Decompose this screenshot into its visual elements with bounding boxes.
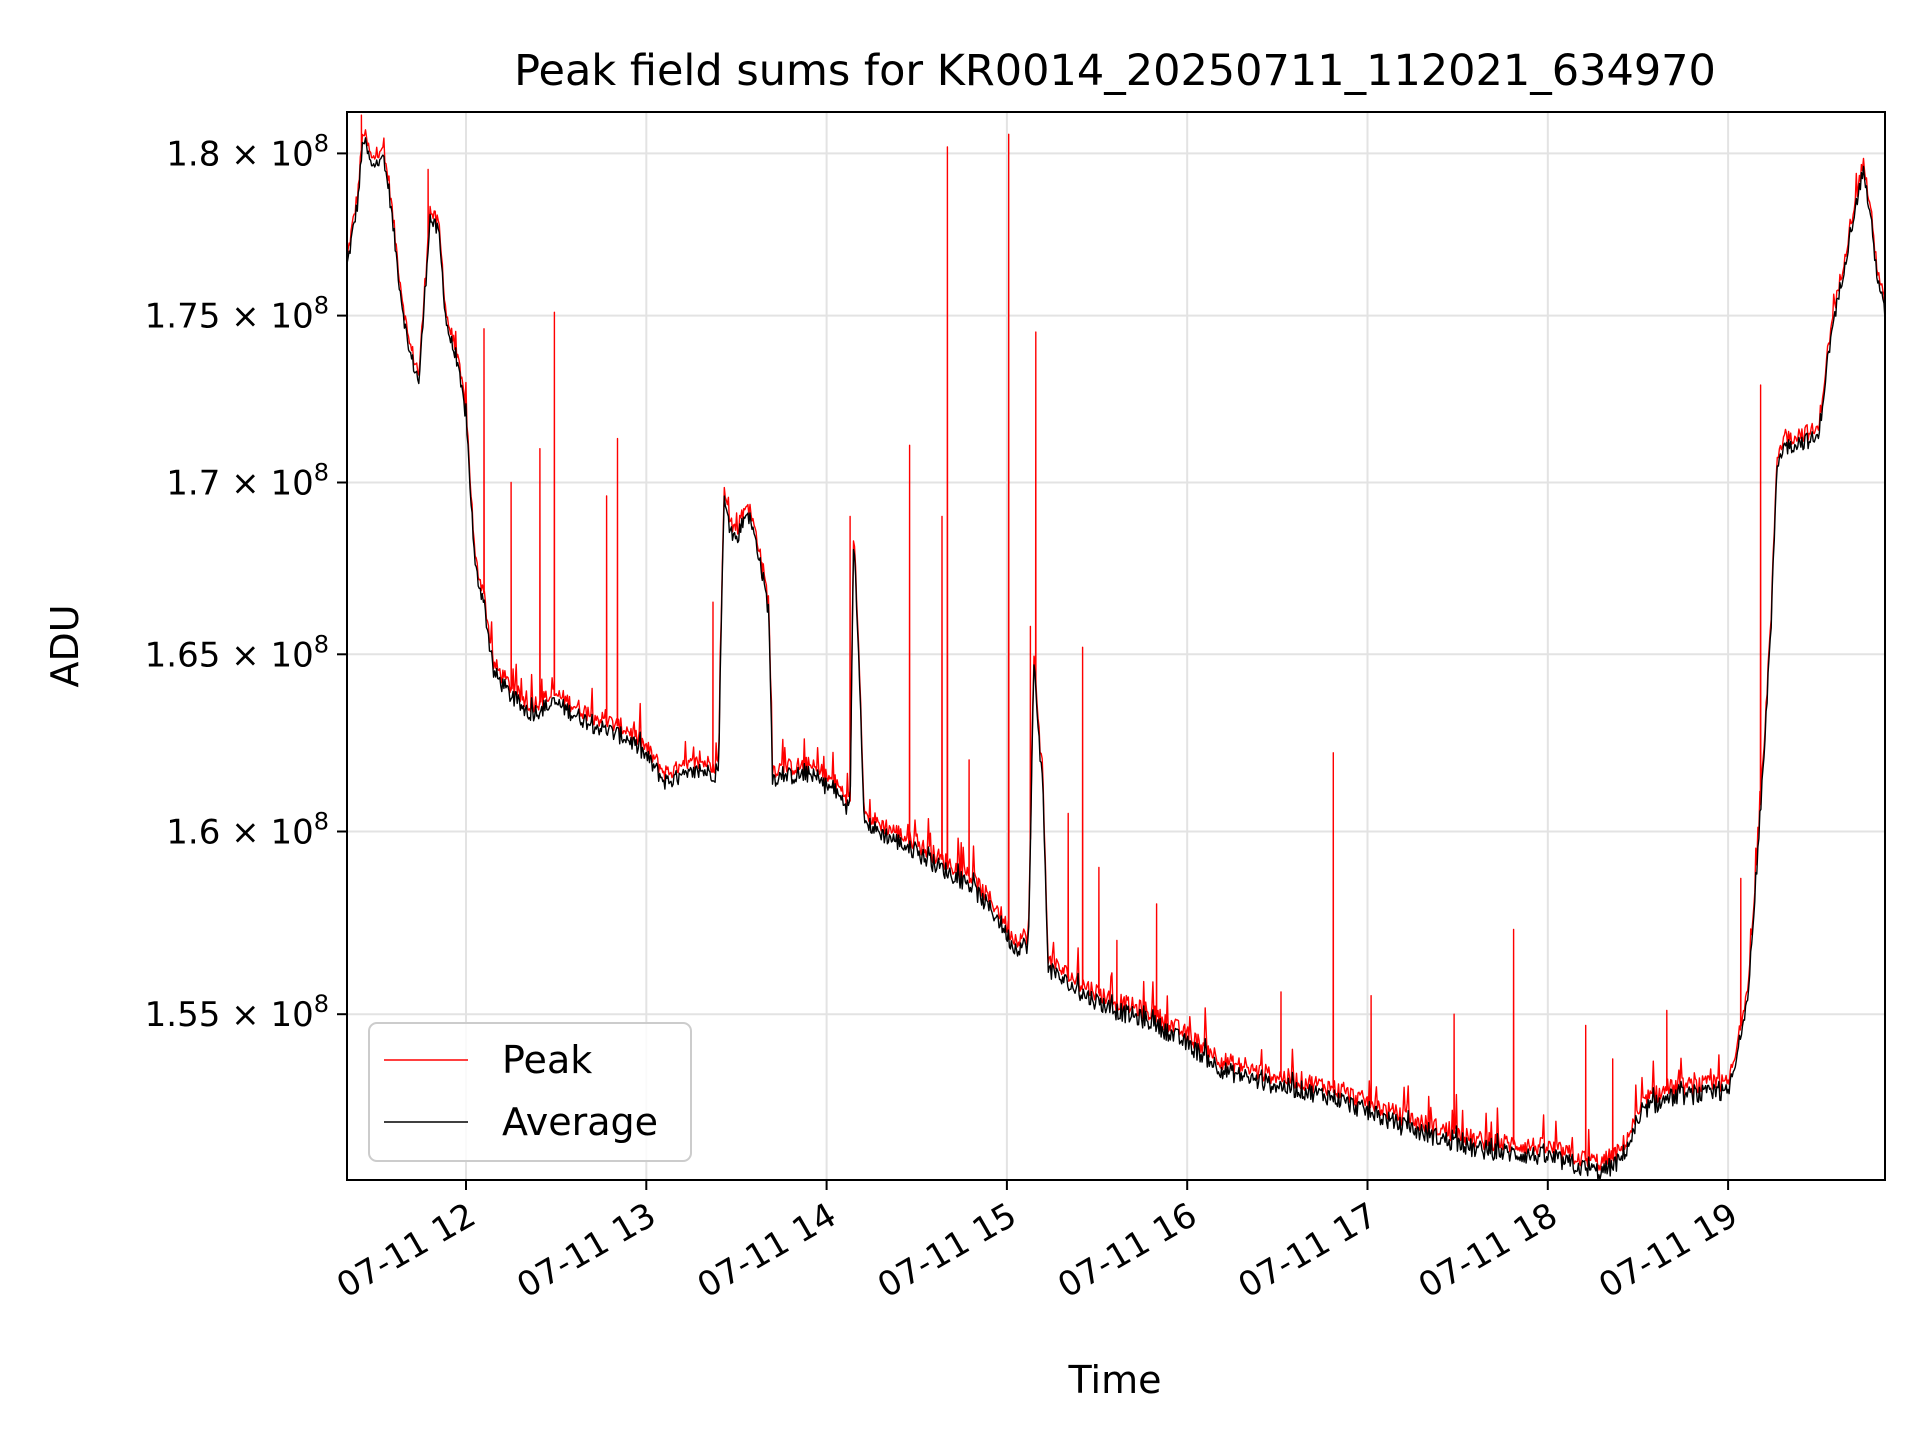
legend-box: [368, 1022, 692, 1162]
plot-frame: [346, 111, 1886, 1181]
chart-title: Peak field sums for KR0014_20250711_1120…: [514, 46, 1716, 96]
y-axis-label: ADU: [43, 604, 87, 687]
plot-lines: [346, 114, 1886, 1181]
y-tick-label: 1.55 × 108: [145, 990, 329, 1035]
legend-label-peak: Peak: [502, 1038, 592, 1082]
y-tick-label: 1.7 × 108: [166, 459, 329, 504]
series-line-peak: [346, 114, 1886, 1171]
y-tick-label: 1.8 × 108: [166, 129, 329, 174]
x-axis-label: Time: [1068, 1358, 1162, 1402]
legend: Peak Average: [368, 1022, 692, 1162]
y-tick-label: 1.6 × 108: [166, 808, 329, 853]
y-axis: 1.55 × 108 1.6 × 108 1.65 × 108 1.7 × 108 1.…: [145, 129, 347, 1035]
grid: [347, 112, 1885, 1180]
series-line-average: [346, 137, 1886, 1181]
y-tick-label: 1.75 × 108: [145, 292, 329, 337]
y-tick-label: 1.65 × 108: [145, 630, 329, 675]
legend-label-average: Average: [502, 1100, 658, 1144]
